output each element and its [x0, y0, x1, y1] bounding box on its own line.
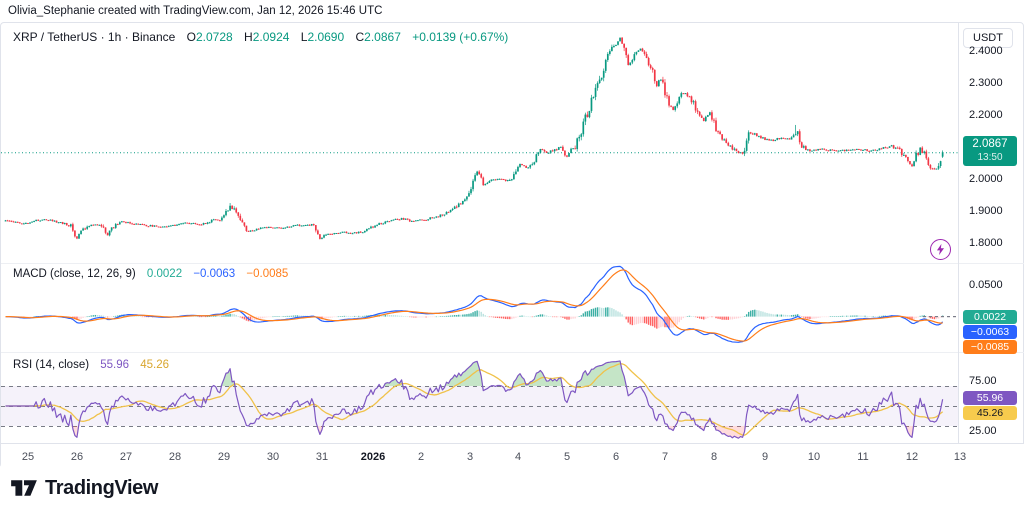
time-label: 4 [514, 451, 522, 463]
time-label: 2026 [360, 451, 386, 463]
price-tick-label: 1.9000 [969, 205, 1003, 218]
time-label: 8 [710, 451, 718, 463]
time-label: 12 [905, 451, 919, 463]
macd-hist-badge: 0.0022 [963, 310, 1017, 324]
time-label: 7 [661, 451, 669, 463]
rsi-value: 55.96 [100, 359, 130, 371]
rsi-title[interactable]: RSI (14, close) [13, 359, 90, 371]
open-label: O [186, 30, 196, 44]
high-value: 2.0924 [252, 30, 290, 44]
close-label: C [355, 30, 365, 44]
price-tick-label: 2.0000 [969, 173, 1003, 186]
symbol-legend: XRP / TetherUS · 1h · Binance O2.0728 H2… [13, 30, 508, 44]
time-label: 13 [953, 451, 967, 463]
price-tick-label: 75.00 [969, 374, 997, 387]
last-price-value: 2.0867 [972, 138, 1008, 150]
open-value: 2.0728 [196, 30, 233, 44]
macd-line-badge: −0.0063 [963, 325, 1017, 339]
chart-widget: XRP / TetherUS · 1h · Binance O2.0728 H2… [0, 22, 1024, 468]
tradingview-logo-icon [11, 480, 37, 496]
close-value: 2.0867 [364, 30, 401, 44]
price-tick-label: 2.3000 [969, 77, 1003, 90]
tradingview-logo[interactable]: TradingView [10, 476, 158, 500]
macd-signal-value: −0.0085 [246, 268, 289, 280]
rsi-legend: RSI (14, close) 55.96 45.26 [13, 359, 169, 371]
time-label: 5 [563, 451, 571, 463]
low-label: L [300, 30, 308, 44]
price-tick-label: 25.00 [969, 424, 997, 437]
price-scale-separator [958, 23, 959, 443]
attribution-text: Olivia_Stephanie created with TradingVie… [8, 5, 383, 17]
price-chart-canvas[interactable] [1, 23, 958, 263]
time-label: 27 [119, 451, 133, 463]
time-label: 26 [70, 451, 84, 463]
macd-title[interactable]: MACD (close, 12, 26, 9) [13, 268, 136, 280]
time-label: 11 [857, 451, 869, 463]
rsi-ma-value: 45.26 [140, 359, 170, 371]
low-value: 2.0690 [307, 30, 345, 44]
macd-signal-badge: −0.0085 [963, 340, 1017, 354]
lightning-icon [936, 243, 945, 256]
time-label: 3 [466, 451, 474, 463]
macd-line-value: −0.0063 [193, 268, 236, 280]
price-tick-label: 2.4000 [969, 45, 1003, 58]
rsi-badge: 55.96 [963, 391, 1017, 405]
panel-separator[interactable] [1, 352, 1024, 353]
time-label: 31 [315, 451, 329, 463]
bar-countdown: 13:50 [977, 152, 1003, 163]
price-scale[interactable]: USDT 2.4000 2.3000 2.2000 2.0000 1.9000 1.800… [959, 23, 1024, 443]
price-tick-label: 1.8000 [969, 237, 1003, 250]
time-label: 29 [217, 451, 231, 463]
price-tick-label: 2.2000 [969, 109, 1003, 122]
time-label: 25 [21, 451, 35, 463]
logo-text: TradingView [45, 476, 159, 499]
macd-legend: MACD (close, 12, 26, 9) 0.0022 −0.0063 −… [13, 268, 288, 280]
time-label: 6 [612, 451, 620, 463]
rsi-panel-canvas[interactable] [1, 353, 958, 443]
symbol-title[interactable]: XRP / TetherUS · 1h · Binance [13, 30, 176, 44]
time-label: 10 [807, 451, 821, 463]
high-label: H [244, 30, 253, 44]
last-price-badge: 2.0867 13:50 [963, 136, 1017, 166]
price-tick-label: 0.0500 [969, 279, 1003, 292]
macd-hist-value: 0.0022 [146, 268, 183, 280]
change-value: +0.0139 (+0.67%) [412, 30, 509, 44]
panel-separator[interactable] [1, 263, 1024, 264]
macd-panel-canvas[interactable] [1, 264, 958, 352]
time-label: 9 [761, 451, 769, 463]
time-label: 30 [266, 451, 280, 463]
currency-button[interactable]: USDT [963, 28, 1013, 48]
time-axis[interactable]: 25 26 27 28 29 30 31 2026 2 3 4 5 6 7 8 9 10 11 12 13 [1, 443, 1024, 468]
time-label: 2 [417, 451, 425, 463]
boost-button[interactable] [930, 239, 951, 260]
rsi-ma-badge: 45.26 [963, 406, 1017, 420]
time-label: 28 [168, 451, 182, 463]
